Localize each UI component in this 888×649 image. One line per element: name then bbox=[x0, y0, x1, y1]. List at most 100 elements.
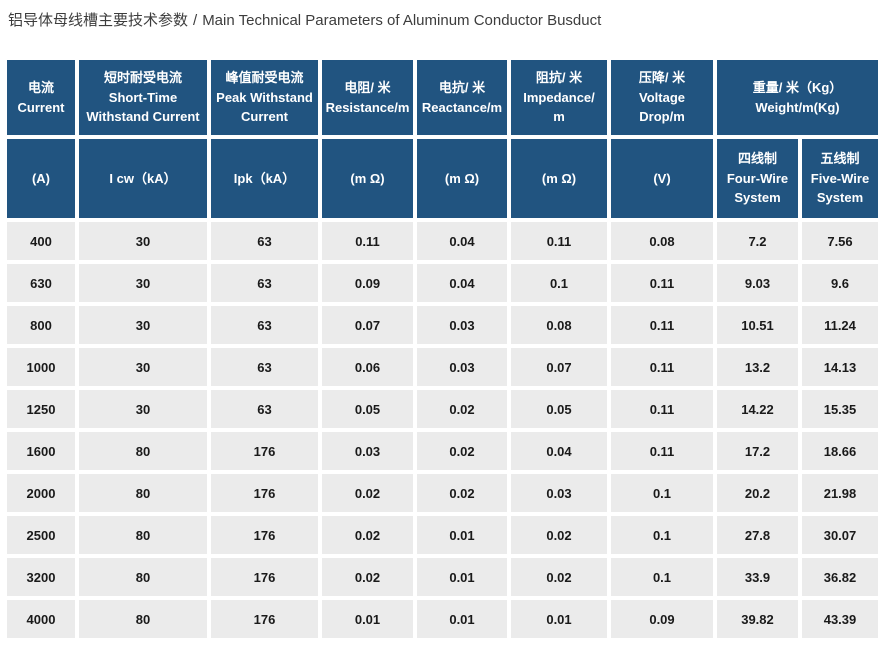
table-cell: 0.01 bbox=[417, 600, 507, 638]
table-cell: 3200 bbox=[7, 558, 75, 596]
table-cell: 400 bbox=[7, 222, 75, 260]
table-cell: 0.1 bbox=[511, 264, 607, 302]
table-body: 400 30 63 0.11 0.04 0.11 0.08 7.2 7.56 630 30 63 0.0… bbox=[7, 222, 878, 638]
table-row: 4000 80 176 0.01 0.01 0.01 0.09 39.82 43.39 bbox=[7, 600, 878, 638]
header-unit-cell: 四线制 Four-Wire System bbox=[717, 139, 798, 218]
table-cell: 0.05 bbox=[322, 390, 413, 428]
table-cell: 0.1 bbox=[611, 516, 713, 554]
table-cell: 800 bbox=[7, 306, 75, 344]
table-cell: 0.11 bbox=[611, 306, 713, 344]
header-cell: 电流 Current bbox=[7, 60, 75, 135]
table-cell: 0.08 bbox=[511, 306, 607, 344]
header-unit-cell: (m Ω) bbox=[511, 139, 607, 218]
table-cell: 36.82 bbox=[802, 558, 878, 596]
table-cell: 80 bbox=[79, 432, 207, 470]
table-cell: 176 bbox=[211, 516, 318, 554]
table-cell: 30 bbox=[79, 264, 207, 302]
table-cell: 2000 bbox=[7, 474, 75, 512]
table-cell: 14.22 bbox=[717, 390, 798, 428]
table-cell: 30 bbox=[79, 306, 207, 344]
table-row: 1250 30 63 0.05 0.02 0.05 0.11 14.22 15.35 bbox=[7, 390, 878, 428]
table-cell: 0.01 bbox=[417, 516, 507, 554]
table-cell: 10.51 bbox=[717, 306, 798, 344]
table-cell: 0.04 bbox=[417, 264, 507, 302]
header-cell: 重量/ 米（Kg） Weight/m(Kg) bbox=[717, 60, 878, 135]
table-cell: 30.07 bbox=[802, 516, 878, 554]
table-cell: 0.02 bbox=[417, 432, 507, 470]
table-cell: 27.8 bbox=[717, 516, 798, 554]
table-cell: 15.35 bbox=[802, 390, 878, 428]
header-cell: 阻抗/ 米 Impedance/m bbox=[511, 60, 607, 135]
table-cell: 21.98 bbox=[802, 474, 878, 512]
table-cell: 63 bbox=[211, 264, 318, 302]
table-cell: 176 bbox=[211, 474, 318, 512]
title-separator: / bbox=[193, 12, 198, 29]
table-cell: 176 bbox=[211, 432, 318, 470]
table-cell: 20.2 bbox=[717, 474, 798, 512]
table-cell: 176 bbox=[211, 558, 318, 596]
table-cell: 0.04 bbox=[511, 432, 607, 470]
table-cell: 0.02 bbox=[417, 390, 507, 428]
header-unit-cell: 五线制 Five-Wire System bbox=[802, 139, 878, 218]
table-cell: 30 bbox=[79, 390, 207, 428]
table-cell: 63 bbox=[211, 222, 318, 260]
table-cell: 630 bbox=[7, 264, 75, 302]
table-cell: 11.24 bbox=[802, 306, 878, 344]
table-cell: 0.03 bbox=[322, 432, 413, 470]
table-cell: 0.04 bbox=[417, 222, 507, 260]
header-cell: 峰值耐受电流 Peak Withstand Current bbox=[211, 60, 318, 135]
table-cell: 0.03 bbox=[511, 474, 607, 512]
table-cell: 63 bbox=[211, 306, 318, 344]
table-row: 2500 80 176 0.02 0.01 0.02 0.1 27.8 30.07 bbox=[7, 516, 878, 554]
table-cell: 7.56 bbox=[802, 222, 878, 260]
table-cell: 39.82 bbox=[717, 600, 798, 638]
parameters-table: 电流 Current 短时耐受电流 Short-Time Withstand Curre… bbox=[3, 56, 882, 642]
table-cell: 30 bbox=[79, 348, 207, 386]
table-cell: 0.11 bbox=[611, 348, 713, 386]
table-cell: 0.06 bbox=[322, 348, 413, 386]
table-cell: 0.03 bbox=[417, 306, 507, 344]
table-cell: 13.2 bbox=[717, 348, 798, 386]
table-cell: 0.1 bbox=[611, 558, 713, 596]
table-cell: 43.39 bbox=[802, 600, 878, 638]
table-row: 800 30 63 0.07 0.03 0.08 0.11 10.51 11.24 bbox=[7, 306, 878, 344]
table-cell: 80 bbox=[79, 516, 207, 554]
table-header: 电流 Current 短时耐受电流 Short-Time Withstand Curre… bbox=[7, 60, 878, 218]
table-cell: 18.66 bbox=[802, 432, 878, 470]
header-cell: 电抗/ 米 Reactance/m bbox=[417, 60, 507, 135]
header-row-1: 电流 Current 短时耐受电流 Short-Time Withstand Curre… bbox=[7, 60, 878, 135]
table-row: 630 30 63 0.09 0.04 0.1 0.11 9.03 9.6 bbox=[7, 264, 878, 302]
table-cell: 0.09 bbox=[322, 264, 413, 302]
table-cell: 80 bbox=[79, 474, 207, 512]
table-cell: 0.11 bbox=[511, 222, 607, 260]
table-cell: 9.03 bbox=[717, 264, 798, 302]
table-cell: 0.02 bbox=[417, 474, 507, 512]
table-cell: 2500 bbox=[7, 516, 75, 554]
header-unit-cell: (V) bbox=[611, 139, 713, 218]
table-cell: 0.02 bbox=[322, 474, 413, 512]
table-cell: 0.08 bbox=[611, 222, 713, 260]
table-cell: 0.05 bbox=[511, 390, 607, 428]
table-row: 1600 80 176 0.03 0.02 0.04 0.11 17.2 18.66 bbox=[7, 432, 878, 470]
table-cell: 30 bbox=[79, 222, 207, 260]
table-cell: 80 bbox=[79, 600, 207, 638]
table-row: 3200 80 176 0.02 0.01 0.02 0.1 33.9 36.82 bbox=[7, 558, 878, 596]
header-unit-cell: (m Ω) bbox=[322, 139, 413, 218]
header-cell: 短时耐受电流 Short-Time Withstand Current bbox=[79, 60, 207, 135]
table-cell: 9.6 bbox=[802, 264, 878, 302]
table-cell: 1250 bbox=[7, 390, 75, 428]
table-cell: 0.09 bbox=[611, 600, 713, 638]
header-unit-cell: (A) bbox=[7, 139, 75, 218]
table-cell: 1600 bbox=[7, 432, 75, 470]
table-cell: 0.11 bbox=[322, 222, 413, 260]
table-cell: 0.01 bbox=[417, 558, 507, 596]
table-cell: 0.07 bbox=[322, 306, 413, 344]
header-unit-cell: Ipk（kA） bbox=[211, 139, 318, 218]
table-cell: 0.07 bbox=[511, 348, 607, 386]
table-cell: 63 bbox=[211, 348, 318, 386]
header-unit-cell: I cw（kA） bbox=[79, 139, 207, 218]
table-cell: 0.02 bbox=[322, 558, 413, 596]
table-cell: 33.9 bbox=[717, 558, 798, 596]
table-row: 400 30 63 0.11 0.04 0.11 0.08 7.2 7.56 bbox=[7, 222, 878, 260]
table-cell: 0.01 bbox=[511, 600, 607, 638]
